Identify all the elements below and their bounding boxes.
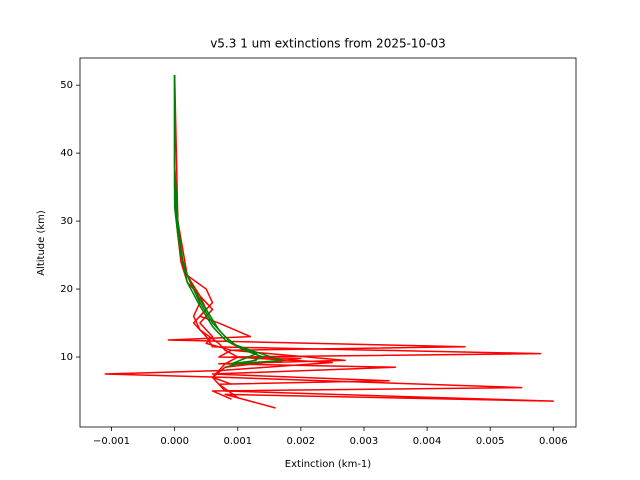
x-tick-label: 0.006 bbox=[539, 436, 568, 447]
x-tick-label: 0.002 bbox=[287, 436, 316, 447]
y-tick-label: 40 bbox=[60, 148, 73, 159]
y-tick-label: 50 bbox=[60, 80, 73, 91]
plot-frame bbox=[79, 57, 577, 428]
chart-title: v5.3 1 um extinctions from 2025-10-03 bbox=[210, 37, 446, 51]
x-axis-label: Extinction (km-1) bbox=[285, 459, 372, 470]
y-tick-label: 10 bbox=[60, 352, 73, 363]
x-tick-label: 0.001 bbox=[223, 436, 252, 447]
x-tick-label: 0.005 bbox=[476, 436, 505, 447]
x-tick-label: 0.003 bbox=[350, 436, 379, 447]
x-tick-label: 0.004 bbox=[413, 436, 442, 447]
y-tick-label: 20 bbox=[60, 284, 73, 295]
profile-line bbox=[173, 74, 264, 365]
x-tick-label: 0.000 bbox=[160, 436, 189, 447]
y-axis-label: Altitude (km) bbox=[36, 210, 47, 276]
x-tick-label: −0.001 bbox=[93, 436, 130, 447]
y-tick-label: 30 bbox=[60, 216, 73, 227]
profile-line bbox=[173, 74, 283, 368]
